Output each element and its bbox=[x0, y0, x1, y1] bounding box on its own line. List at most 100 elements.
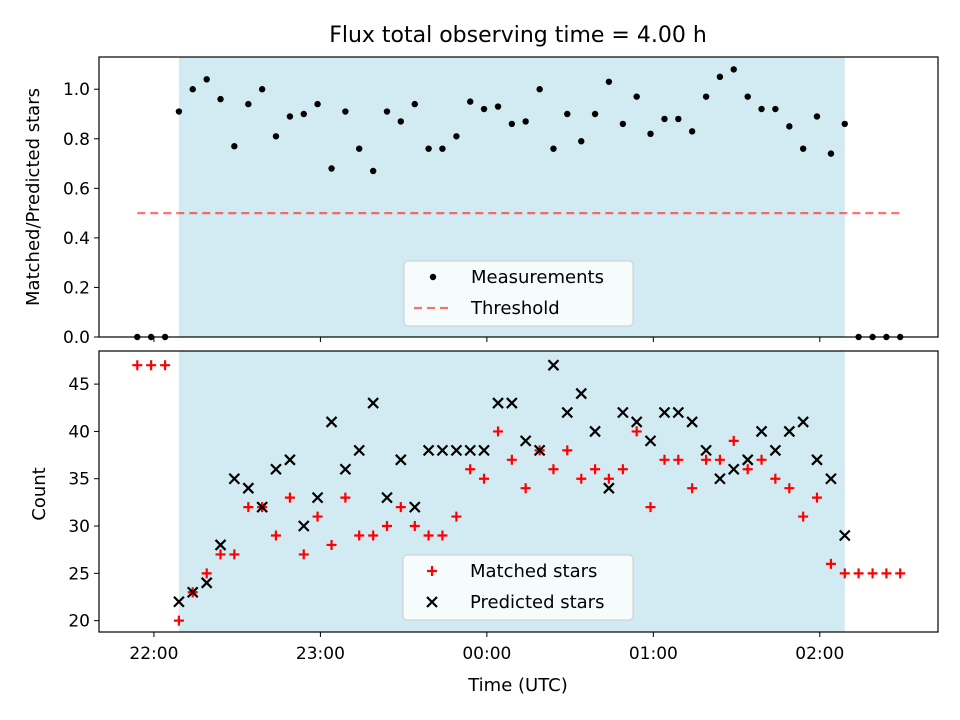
predicted-star-point bbox=[409, 501, 421, 513]
matched-star-point bbox=[562, 445, 573, 456]
measurement-point bbox=[480, 105, 488, 113]
measurement-point bbox=[355, 145, 363, 152]
predicted-star-point bbox=[353, 444, 365, 457]
matched-star-point bbox=[284, 492, 295, 503]
measurement-point bbox=[688, 128, 696, 135]
predicted-star-point bbox=[658, 406, 671, 419]
matched-star-point bbox=[784, 483, 795, 494]
matched-star-point bbox=[701, 454, 712, 465]
ratio-panel: 0.0 0.2 0.4 0.6 0.8 1.0 Measurements Threshold bbox=[63, 56, 939, 348]
predicted-star-point bbox=[672, 406, 685, 419]
matched-star-point bbox=[631, 426, 642, 437]
legend-box bbox=[403, 260, 634, 327]
legend-measurement-swatch bbox=[429, 273, 437, 281]
matched-star-point bbox=[493, 426, 504, 437]
predicted-star-point bbox=[506, 397, 518, 409]
measurement-point bbox=[467, 98, 474, 105]
x-tick-label: 01:00 bbox=[629, 644, 678, 664]
predicted-star-point bbox=[381, 491, 393, 504]
matched-star-point bbox=[340, 492, 351, 503]
matched-star-point bbox=[617, 464, 628, 475]
measurement-point bbox=[369, 167, 377, 175]
predicted-star-point bbox=[422, 444, 435, 457]
y-tick-label: 0.8 bbox=[63, 130, 90, 150]
y-tick-label: 20 bbox=[68, 612, 90, 632]
matched-star-point bbox=[645, 502, 656, 513]
x-axis-label: Time (UTC) bbox=[467, 675, 568, 696]
predicted-star-point bbox=[339, 463, 352, 476]
predicted-star-point bbox=[825, 472, 837, 485]
matched-star-point bbox=[326, 539, 337, 550]
predicted-star-point bbox=[478, 444, 490, 457]
measurement-point bbox=[786, 123, 793, 130]
measurement-point bbox=[619, 120, 627, 128]
predicted-star-point bbox=[617, 406, 629, 419]
predicted-star-point bbox=[783, 425, 796, 438]
x-tick-label: 22:00 bbox=[129, 644, 178, 664]
measurement-point bbox=[411, 100, 418, 108]
measurement-point bbox=[758, 105, 765, 113]
matched-star-point bbox=[687, 483, 698, 494]
matched-star-point bbox=[132, 360, 143, 371]
matched-star-point bbox=[895, 568, 906, 579]
matched-star-point bbox=[811, 492, 822, 503]
predicted-star-point bbox=[686, 416, 698, 428]
predicted-star-point bbox=[311, 491, 324, 504]
predicted-star-point bbox=[173, 595, 185, 608]
measurement-point bbox=[494, 103, 502, 110]
matched-star-point bbox=[312, 511, 323, 522]
measurement-point bbox=[272, 133, 280, 140]
measurement-point bbox=[425, 145, 432, 152]
matched-star-point bbox=[867, 568, 878, 579]
measurement-point bbox=[508, 120, 516, 128]
y-tick-label: 1.0 bbox=[63, 80, 90, 100]
measurement-point bbox=[203, 76, 210, 83]
matched-star-point bbox=[479, 473, 490, 484]
matched-star-point bbox=[714, 454, 725, 465]
predicted-star-point bbox=[214, 539, 227, 551]
axes-frame bbox=[98, 350, 939, 633]
predicted-star-point bbox=[644, 435, 657, 447]
measurement-point bbox=[591, 110, 599, 118]
predicted-star-point bbox=[395, 454, 407, 466]
matched-star-point bbox=[298, 549, 309, 560]
predicted-star-point bbox=[492, 397, 504, 409]
predicted-star-point bbox=[727, 463, 740, 476]
matched-star-point bbox=[146, 360, 157, 371]
matched-star-point bbox=[798, 511, 809, 522]
measurement-point bbox=[578, 138, 585, 145]
measurement-point bbox=[772, 105, 779, 113]
matched-star-point bbox=[756, 454, 767, 465]
y-tick-label: 30 bbox=[68, 517, 90, 537]
top-y-axis-label: Matched/Predicted stars bbox=[23, 88, 44, 306]
matched-star-point bbox=[506, 454, 517, 465]
measurement-point bbox=[536, 86, 543, 93]
predicted-star-point bbox=[533, 444, 546, 457]
measurement-point bbox=[564, 110, 571, 118]
y-tick-label: 45 bbox=[68, 375, 90, 395]
axes-frame bbox=[98, 56, 939, 338]
measurement-point bbox=[841, 120, 848, 128]
matched-star-point bbox=[576, 473, 587, 484]
bottom-y-axis-label: Count bbox=[29, 467, 50, 520]
measurement-point bbox=[189, 86, 196, 93]
y-tick-label: 40 bbox=[68, 422, 90, 442]
predicted-star-point bbox=[714, 472, 726, 485]
measurement-point bbox=[286, 113, 294, 120]
figure-title: Flux total observing time = 4.00 h bbox=[329, 23, 707, 48]
measurement-point bbox=[300, 110, 307, 118]
measurement-point bbox=[383, 108, 391, 115]
predicted-star-point bbox=[797, 416, 809, 428]
matched-star-point bbox=[548, 464, 559, 475]
predicted-star-point bbox=[186, 586, 199, 599]
measurement-point bbox=[730, 66, 737, 73]
predicted-star-point bbox=[284, 454, 296, 466]
measurement-point bbox=[647, 130, 654, 138]
predicted-star-point bbox=[436, 444, 449, 457]
matched-star-point bbox=[229, 549, 240, 560]
measurement-point bbox=[397, 118, 405, 125]
measurement-point bbox=[342, 108, 349, 115]
legend: Matched stars Predicted stars bbox=[402, 554, 634, 621]
matched-star-point bbox=[368, 530, 379, 541]
